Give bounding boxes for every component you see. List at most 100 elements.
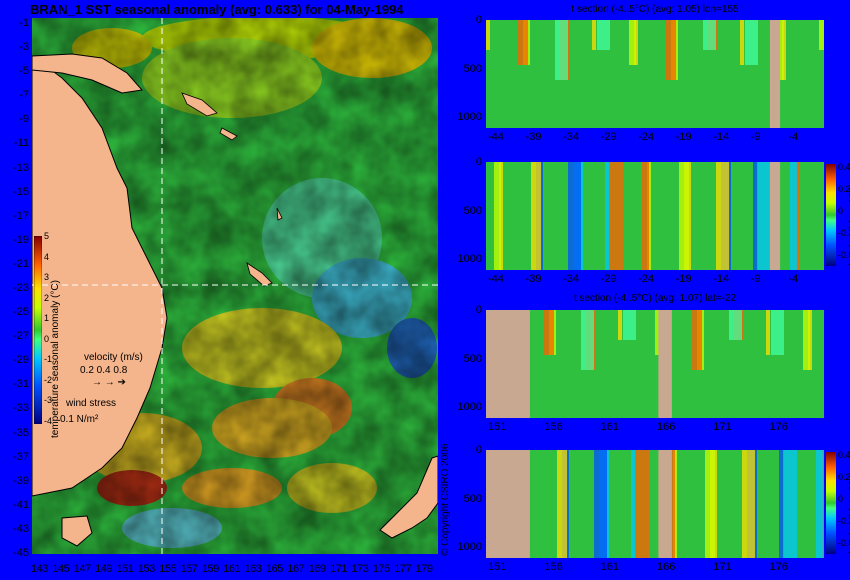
velocity-values: 0.2 0.4 0.8 [80, 365, 128, 376]
section-y-tick: 1000 [457, 401, 482, 414]
section-band [784, 450, 797, 558]
section-x-tick: -44 [488, 131, 504, 143]
section-band [692, 310, 702, 370]
section-y-tick: 0 [475, 14, 482, 26]
section-field [486, 450, 824, 558]
section-band [819, 20, 824, 50]
map-y-tick: -13 [13, 161, 29, 174]
section-x-tick: 171 [713, 561, 732, 573]
section-land [486, 310, 530, 418]
islands [181, 92, 283, 287]
section-band [816, 450, 823, 558]
section-plot [486, 162, 824, 270]
section-band [777, 20, 784, 80]
map-x-tick: 161 [223, 563, 241, 575]
map-y-tick: -25 [13, 306, 29, 319]
section-band [568, 162, 581, 270]
section-land [658, 310, 672, 418]
map-y-tick: -17 [13, 209, 29, 222]
section-x-tick: 156 [544, 421, 563, 433]
main-title: BRAN_1 SST seasonal anomaly (avg: 0.633)… [30, 2, 404, 17]
section-x-tick: -4 [788, 131, 799, 143]
map-x-tick: 153 [137, 563, 155, 575]
map-y-tick: -29 [13, 354, 29, 367]
section-band [742, 450, 755, 558]
section-band [544, 310, 554, 355]
section-x-tick: -14 [713, 273, 730, 285]
section-x-tick: -34 [563, 131, 580, 143]
velocity-colorbar-tick: 0.4 [838, 162, 850, 172]
map-x-tick: 155 [159, 563, 177, 575]
section-x-tick: 156 [544, 561, 563, 573]
section-band [716, 162, 729, 270]
colorbar-tick: 0 [44, 333, 50, 344]
map-y-tick: -27 [13, 330, 29, 343]
colorbar-tick: 4 [44, 251, 50, 262]
colorbar-tick: -4 [44, 415, 53, 426]
map-x-tick: 177 [394, 563, 412, 575]
map-y-tick: -35 [13, 426, 29, 439]
section-band [486, 20, 490, 50]
section-band [631, 450, 635, 558]
map-x-tick: 171 [330, 563, 348, 575]
section-band [531, 162, 541, 270]
map-x-tick: 157 [180, 563, 198, 575]
velocity-colorbar-tick: 0 [838, 206, 844, 216]
section-band [740, 20, 744, 65]
colorbar-tick: 5 [44, 231, 50, 241]
section-plot [486, 20, 824, 128]
section-title: t section (-4..5°C) (avg: 1.05) lon=155 [571, 4, 739, 15]
section-band [679, 162, 689, 270]
section-band [636, 450, 649, 558]
section-band [605, 162, 609, 270]
section-band [555, 20, 568, 80]
section-x-tick: -34 [563, 273, 580, 285]
velocity-colorbar-tick: 0.2 [838, 472, 850, 482]
section-x-tick: -29 [600, 273, 617, 285]
section-x-tick: 161 [600, 561, 620, 573]
section-land [658, 450, 672, 558]
colorbar-tick: 1 [44, 313, 50, 323]
section-band [729, 310, 742, 340]
section-x-tick: -44 [488, 273, 504, 285]
velocity-colorbar-tick: -0.4 [838, 250, 850, 260]
section-x-tick: 176 [769, 561, 789, 573]
map-y-tick: -39 [13, 474, 29, 487]
map-y-tick: -5 [19, 65, 29, 78]
section-plot [486, 450, 824, 558]
section-y-tick: 500 [463, 352, 482, 365]
section-y-tick: 1000 [457, 111, 482, 124]
map-x-tick: 165 [266, 563, 283, 575]
section-y-tick: 500 [463, 62, 482, 75]
map-x-tick: 175 [372, 563, 390, 575]
section-band [623, 310, 636, 340]
map-y-tick: -1 [19, 17, 29, 29]
map-y-tick: -37 [13, 450, 29, 463]
section-band [666, 20, 676, 80]
map-svg [31, 16, 439, 554]
section-land [769, 20, 781, 128]
section-y-tick: 1000 [457, 253, 482, 266]
section-x-tick: 166 [657, 561, 676, 573]
section-y-tick: 0 [475, 156, 482, 168]
section-band [790, 162, 797, 270]
section-x-tick: 171 [713, 421, 732, 433]
section-x-tick: -14 [713, 131, 730, 143]
section-x-tick: -9 [750, 131, 761, 143]
section-y-tick: 500 [463, 204, 482, 217]
colorbar-tick: -1 [44, 354, 53, 364]
section-x-tick: -4 [788, 273, 799, 285]
map-x-tick: 147 [73, 563, 91, 575]
section-band [705, 450, 715, 558]
section-band [745, 20, 758, 65]
map-x-tick: 149 [95, 563, 112, 575]
section-field [486, 20, 824, 128]
section-y-tick: 0 [475, 444, 482, 456]
colorbar-tick: 3 [44, 272, 50, 282]
section-band [594, 450, 607, 558]
land-tasmania [61, 515, 93, 547]
map-x-tick: 143 [31, 563, 48, 575]
map-y-tick: -31 [13, 378, 29, 391]
section-x-tick: 176 [769, 421, 789, 433]
map-x-tick: 145 [52, 563, 70, 575]
